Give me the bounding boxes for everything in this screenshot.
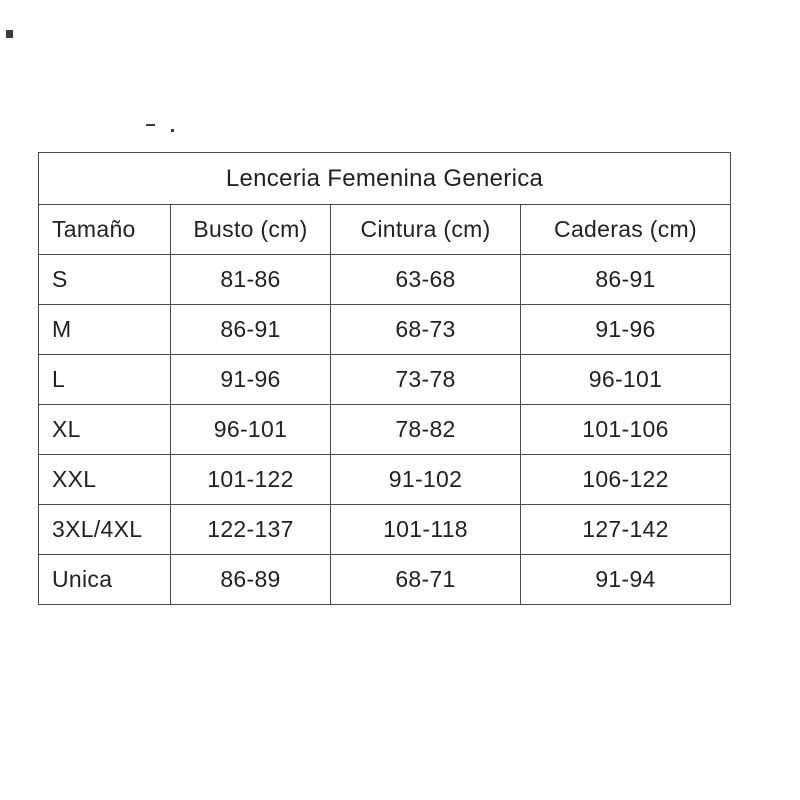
measurement-cell: 81-86 <box>170 254 331 305</box>
table-row: 3XL/4XL 122-137 101-118 127-142 <box>38 504 731 555</box>
dot-artifact-mark <box>171 129 174 132</box>
measurement-cell: 127-142 <box>520 504 731 555</box>
measurement-cell: 96-101 <box>520 354 731 405</box>
table-row: XL 96-101 78-82 101-106 <box>38 404 731 455</box>
size-label-cell: XXL <box>38 454 171 505</box>
measurement-cell: 101-106 <box>520 404 731 455</box>
table-row: L 91-96 73-78 96-101 <box>38 354 731 405</box>
table-row: XXL 101-122 91-102 106-122 <box>38 454 731 505</box>
measurement-cell: 63-68 <box>330 254 521 305</box>
measurement-cell: 106-122 <box>520 454 731 505</box>
measurement-cell: 101-118 <box>330 504 521 555</box>
measurement-cell: 91-94 <box>520 554 731 605</box>
column-header: Busto (cm) <box>170 204 331 255</box>
measurement-cell: 68-73 <box>330 304 521 355</box>
measurement-cell: 122-137 <box>170 504 331 555</box>
measurement-cell: 78-82 <box>330 404 521 455</box>
dash-artifact-mark <box>146 124 155 126</box>
column-header: Caderas (cm) <box>520 204 731 255</box>
measurement-cell: 101-122 <box>170 454 331 505</box>
title-row: Lenceria Femenina Generica <box>38 152 731 205</box>
measurement-cell: 73-78 <box>330 354 521 405</box>
measurement-cell: 86-89 <box>170 554 331 605</box>
measurement-cell: 86-91 <box>170 304 331 355</box>
size-label-cell: XL <box>38 404 171 455</box>
size-label-cell: M <box>38 304 171 355</box>
size-label-cell: Unica <box>38 554 171 605</box>
table-row: S 81-86 63-68 86-91 <box>38 254 731 305</box>
crop-artifact-mark <box>6 30 13 38</box>
table-row: Unica 86-89 68-71 91-94 <box>38 554 731 605</box>
size-label-cell: 3XL/4XL <box>38 504 171 555</box>
table-row: M 86-91 68-73 91-96 <box>38 304 731 355</box>
column-header: Tamaño <box>38 204 171 255</box>
column-header: Cintura (cm) <box>330 204 521 255</box>
size-chart-table: Lenceria Femenina Generica Tamaño Busto (… <box>38 152 731 605</box>
table-title: Lenceria Femenina Generica <box>38 152 731 205</box>
measurement-cell: 68-71 <box>330 554 521 605</box>
header-row: Tamaño Busto (cm) Cintura (cm) Caderas (cm) <box>38 204 731 255</box>
measurement-cell: 91-96 <box>520 304 731 355</box>
measurement-cell: 91-102 <box>330 454 521 505</box>
size-label-cell: S <box>38 254 171 305</box>
measurement-cell: 91-96 <box>170 354 331 405</box>
table-body: S 81-86 63-68 86-91 M 86-91 68-73 91-96 L 91-96 73… <box>38 254 731 605</box>
size-label-cell: L <box>38 354 171 405</box>
measurement-cell: 96-101 <box>170 404 331 455</box>
measurement-cell: 86-91 <box>520 254 731 305</box>
